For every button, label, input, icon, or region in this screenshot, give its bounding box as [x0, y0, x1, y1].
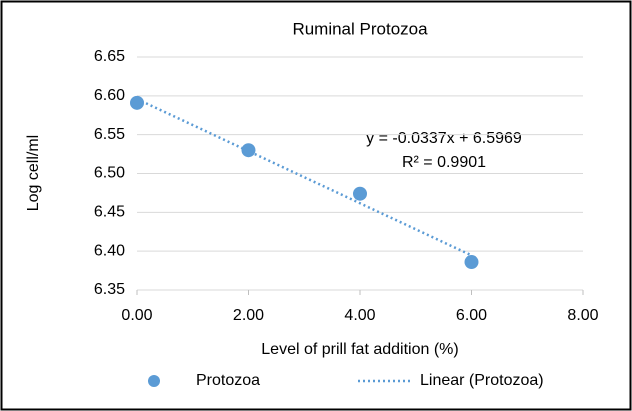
x-axis-label: Level of prill fat addition (%) — [261, 341, 458, 358]
legend-marker — [148, 375, 160, 387]
y-axis-label: Log cell/ml — [25, 135, 42, 211]
point — [130, 95, 144, 110]
x-tick-label: 0.00 — [121, 307, 152, 324]
x-tick-label: 8.00 — [567, 307, 598, 324]
point — [241, 143, 256, 158]
y-tick-label: 6.60 — [94, 87, 125, 104]
point — [464, 255, 479, 270]
trendline-r-squared: R² = 0.9901 — [402, 154, 486, 171]
y-tick-label: 6.65 — [94, 48, 125, 65]
trendline-equation: y = -0.0337x + 6.5969 — [366, 130, 522, 147]
y-tick-label: 6.55 — [94, 126, 125, 143]
x-tick-label: 2.00 — [233, 307, 264, 324]
y-tick-label: 6.40 — [94, 242, 125, 259]
trendline — [136, 97, 473, 257]
y-tick-label: 6.35 — [94, 281, 125, 298]
y-tick-label: 6.50 — [94, 165, 125, 182]
y-tick-label: 6.45 — [94, 204, 125, 221]
legend-label: Linear (Protozoa) — [420, 372, 544, 389]
legend-label: Protozoa — [196, 372, 260, 389]
point — [353, 186, 367, 201]
chart-title: Ruminal Protozoa — [292, 19, 428, 38]
x-tick-label: 6.00 — [456, 307, 487, 324]
x-tick-label: 4.00 — [344, 307, 375, 324]
